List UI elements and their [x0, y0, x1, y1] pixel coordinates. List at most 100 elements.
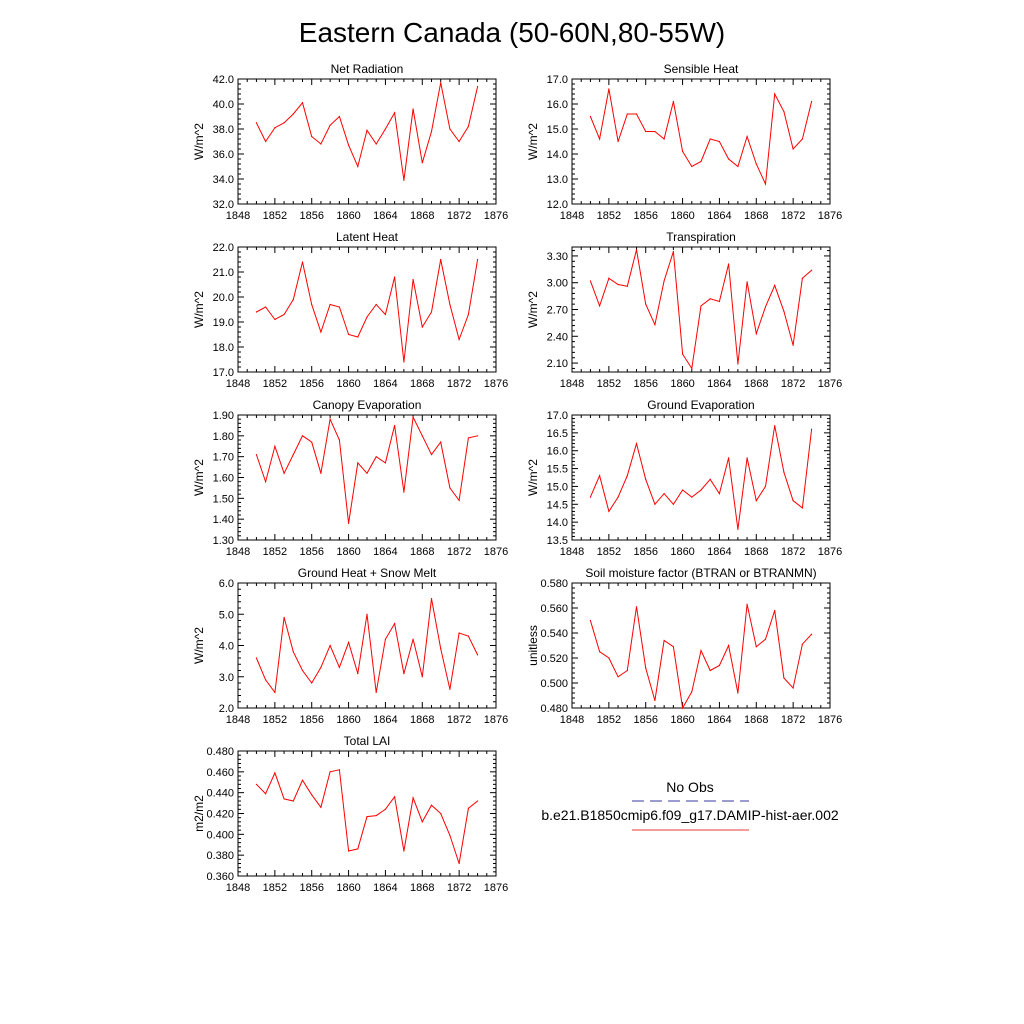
panel-7-data-point	[301, 669, 304, 672]
panel-7-xtick-label: 1864	[373, 714, 397, 726]
panel-6-data-point	[792, 500, 794, 502]
panel-3-ytick-label: 19.0	[213, 317, 234, 329]
panel-6-data-point	[746, 457, 748, 459]
panel-9-ytick-label: 0.460	[206, 767, 234, 779]
panel-6-series-line	[589, 425, 813, 530]
panel-2-data-point	[589, 115, 592, 118]
panel-9-data-point	[338, 769, 340, 771]
panel-9-data-point	[476, 800, 479, 802]
panel-2-ytick-label: 13.0	[547, 174, 568, 186]
panel-3-data-point	[347, 333, 350, 336]
panel-8-frame	[571, 582, 831, 709]
panel-2-ytick-label: 12.0	[547, 199, 568, 211]
panel-4-data-point	[774, 284, 776, 286]
panel-3-data-point	[320, 331, 322, 333]
panel-7-data-point	[375, 691, 377, 693]
panel-4-title: Transpiration	[666, 230, 736, 244]
panel-6-xtick-label: 1864	[707, 546, 731, 558]
panel-3-ytick-label: 21.0	[213, 267, 234, 279]
panel-6-xtick-label: 1852	[597, 546, 621, 558]
panel-3-ytick-label: 18.0	[213, 342, 234, 354]
panel-9-xtick-label: 1864	[373, 882, 397, 894]
panel-7-ytick-label: 6.0	[219, 578, 234, 590]
panel-9-xtick-label: 1852	[263, 882, 287, 894]
panel-2-xtick-label: 1872	[781, 210, 805, 222]
panel-3-data-point	[301, 261, 304, 263]
panel-6-xtick-label: 1848	[560, 546, 584, 558]
panel-1-xtick-label: 1848	[226, 210, 250, 222]
panel-2-xtick-label: 1868	[744, 210, 768, 222]
panel-9-xtick-label: 1872	[447, 882, 471, 894]
panel-9-data-point	[329, 771, 331, 773]
panel-6-data-point	[755, 500, 757, 502]
panel-3-data-point	[458, 338, 460, 341]
panel-5-xtick-label: 1852	[263, 546, 287, 558]
panel-5-data-point	[384, 462, 387, 464]
panel-2-data-point	[792, 148, 794, 150]
panel-2: Sensible Heat 1848 1852 1856 1860 1864 1868 187…	[526, 62, 842, 222]
panel-6-data-point	[599, 475, 601, 477]
panel-4-ylabel: W/m^2	[526, 291, 540, 328]
panel-5-data-point	[357, 462, 359, 464]
panel-8-ytick-label: 0.540	[540, 628, 568, 640]
panel-2-data-point	[774, 93, 776, 95]
panel-4-data-point	[810, 269, 813, 271]
panel-5-frame	[237, 414, 497, 541]
panel-1-data-point	[274, 127, 276, 129]
panel-6-data-point	[810, 428, 813, 430]
panel-5-data-point	[412, 416, 414, 418]
panel-2-series-line	[589, 88, 813, 186]
panel-4-ytick-label: 2.70	[547, 305, 568, 317]
panel-4-data-point	[608, 277, 610, 279]
panel-3-data-point	[430, 311, 433, 313]
panel-6-data-point	[801, 507, 803, 509]
panel-6-data-point	[783, 471, 785, 473]
panel-2-xtick-label: 1864	[707, 210, 731, 222]
panel-4-data-point	[645, 303, 647, 305]
panel-6-data-point	[608, 510, 610, 513]
panel-1-xtick-label: 1876	[484, 210, 508, 222]
panel-9-data-point	[347, 850, 350, 852]
panel-7-data-point	[274, 691, 276, 693]
legend: No Obs b.e21.B1850cmip6.f09_g17.DAMIP-hi…	[541, 779, 839, 831]
panel-4: Transpiration 1848 1852 1856 1860 1864 1868 187…	[526, 230, 842, 390]
panel-7-data-point	[430, 598, 433, 600]
panel-8-series-line	[589, 604, 812, 710]
panel-1-data-point	[255, 122, 258, 124]
panel-3-data-point	[384, 313, 387, 316]
panel-3-frame	[237, 246, 497, 373]
panel-8-data-point	[672, 646, 674, 648]
panel-2-data-point	[718, 140, 721, 143]
panel-9-data-point	[467, 807, 469, 809]
panel-9-xtick-label: 1876	[484, 882, 508, 894]
panel-9-ytick-label: 0.360	[206, 871, 234, 883]
panel-9-data-point	[274, 772, 276, 774]
panel-8-data-point	[792, 687, 794, 689]
panel-3-data-point	[292, 298, 294, 301]
panel-3-data-point	[449, 303, 451, 306]
panel-3-data-point	[440, 258, 442, 261]
panel-3-ytick-label: 22.0	[213, 242, 234, 254]
panel-7-ytick-label: 2.0	[219, 703, 234, 715]
panel-9-data-point	[375, 814, 377, 817]
panel-3-ytick-label: 20.0	[213, 292, 234, 304]
panel-1-xtick-label: 1856	[299, 210, 323, 222]
panel-4-data-point	[617, 283, 619, 286]
panel-8-xtick-label: 1856	[633, 714, 657, 726]
panel-5-xtick-label: 1868	[410, 546, 434, 558]
panel-4-xtick-label: 1852	[597, 378, 621, 390]
panel-8-data-point	[599, 651, 601, 653]
panel-4-series-line	[589, 249, 812, 370]
panel-6-ytick-label: 16.5	[547, 428, 568, 440]
panel-5-ytick-label: 1.60	[213, 473, 234, 485]
panel-9-data-point	[449, 834, 451, 836]
panel-4-xtick-label: 1876	[818, 378, 842, 390]
panel-4-xtick-label: 1860	[670, 378, 694, 390]
panel-2-ytick-label: 14.0	[547, 149, 568, 161]
panel-1-data-point	[421, 162, 423, 164]
panel-8-data-point	[645, 667, 647, 669]
panel-6-frame	[571, 414, 831, 541]
panel-6-data-point	[654, 503, 656, 505]
panel-1-data-point	[265, 140, 267, 143]
